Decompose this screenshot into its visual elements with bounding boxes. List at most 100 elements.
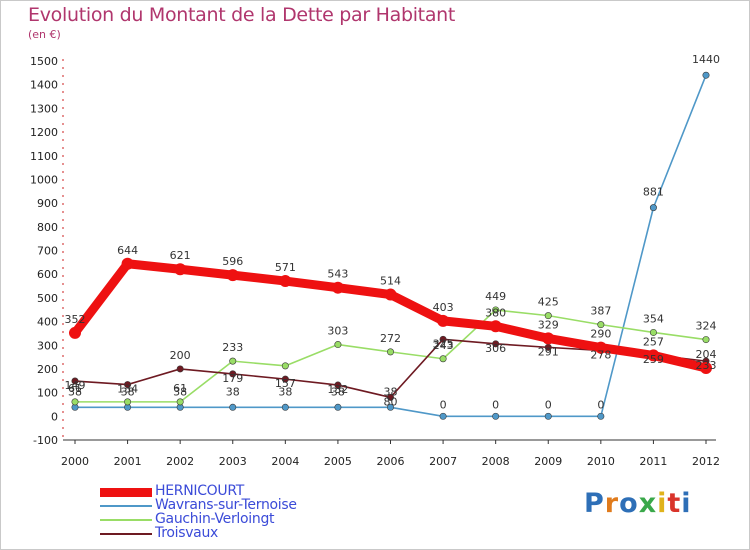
data-point <box>649 328 657 336</box>
data-point <box>700 361 712 374</box>
data-label: 80 <box>384 395 398 408</box>
data-label: 0 <box>440 398 447 411</box>
legend-label: Wavrans-sur-Ternoise <box>155 497 297 513</box>
data-point <box>702 71 710 79</box>
x-tick-label: 2007 <box>429 455 457 468</box>
data-label: 380 <box>485 306 506 319</box>
data-label: 134 <box>117 383 138 396</box>
data-label: 449 <box>485 290 506 303</box>
chart-title: Evolution du Montant de la Dette par Hab… <box>28 4 456 26</box>
data-point <box>386 348 394 356</box>
data-label: 543 <box>327 268 348 281</box>
legend-swatch <box>100 488 152 497</box>
data-label: 403 <box>433 301 454 314</box>
data-point <box>597 321 605 329</box>
data-point <box>649 204 657 212</box>
data-label: 644 <box>117 244 138 257</box>
legend-swatch <box>100 505 152 507</box>
logo-letter: i <box>681 488 692 519</box>
x-tick-label: 2002 <box>166 455 194 468</box>
data-label: 324 <box>696 320 717 333</box>
data-point <box>597 412 605 420</box>
data-label: 0 <box>545 398 552 411</box>
data-label: 61 <box>68 382 82 395</box>
data-label: 38 <box>173 385 187 398</box>
data-point <box>437 314 450 327</box>
data-point <box>439 355 447 363</box>
data-label: 61 <box>173 382 187 395</box>
y-tick-label: 800 <box>37 221 58 234</box>
y-tick-label: 1100 <box>30 150 58 163</box>
legend-label: HERNICOURT <box>155 483 245 499</box>
data-point <box>174 263 187 276</box>
x-tick-label: 2011 <box>639 455 667 468</box>
x-tick-label: 2008 <box>482 455 510 468</box>
data-point <box>124 381 132 389</box>
data-point <box>124 398 132 406</box>
y-tick-label: 1500 <box>30 55 58 68</box>
series-line-1 <box>74 74 707 418</box>
data-point <box>69 326 81 339</box>
proxiti-logo: Proxiti <box>584 488 692 519</box>
data-point <box>334 341 342 349</box>
data-label: 179 <box>222 372 243 385</box>
data-label: 306 <box>485 342 506 355</box>
data-point <box>439 412 447 420</box>
data-point <box>334 381 342 389</box>
data-point <box>384 288 397 301</box>
y-tick-label: 0 <box>51 410 58 423</box>
data-point <box>279 275 292 288</box>
data-point <box>386 403 394 411</box>
data-label: 272 <box>380 332 401 345</box>
y-tick-label: 1400 <box>30 79 58 92</box>
data-point <box>492 306 500 314</box>
legend-swatch <box>100 519 152 521</box>
data-label: 596 <box>222 255 243 268</box>
axes: -100010020030040050060070080090010001100… <box>30 55 720 468</box>
data-label: 233 <box>222 341 243 354</box>
data-point <box>647 349 660 362</box>
data-point <box>229 403 237 411</box>
data-label: 352 <box>65 313 86 326</box>
data-label: 1440 <box>692 53 720 66</box>
data-label: 259 <box>643 353 664 366</box>
y-tick-label: 200 <box>37 363 58 376</box>
x-tick-label: 2009 <box>534 455 562 468</box>
data-label: 387 <box>590 305 611 318</box>
data-point <box>229 357 237 365</box>
data-label: 257 <box>643 335 664 348</box>
logo-letter: t <box>667 488 682 519</box>
x-tick-label: 2004 <box>271 455 299 468</box>
legend-swatch <box>100 533 152 535</box>
legend-label: Gauchin-Verloingt <box>155 511 275 527</box>
data-point <box>542 332 555 345</box>
data-point <box>492 412 500 420</box>
x-tick-label: 2000 <box>61 455 89 468</box>
data-label: 0 <box>597 398 604 411</box>
logo-letter: x <box>638 488 658 519</box>
data-point <box>226 269 239 282</box>
x-tick-label: 2003 <box>219 455 247 468</box>
logo-letter: o <box>619 488 639 519</box>
legend-label: Troisvaux <box>155 525 219 541</box>
data-point <box>176 365 184 373</box>
data-label: 132 <box>327 383 348 396</box>
data-label: 514 <box>380 275 401 288</box>
data-label: 200 <box>170 349 191 362</box>
data-label: 38 <box>68 385 82 398</box>
data-point <box>702 336 710 344</box>
data-point <box>281 362 289 370</box>
data-label: 290 <box>590 328 611 341</box>
data-label: 0 <box>492 398 499 411</box>
data-point <box>121 257 134 270</box>
data-point <box>492 340 500 348</box>
data-label: 204 <box>696 348 717 361</box>
data-point <box>386 393 394 401</box>
data-point <box>544 312 552 320</box>
series-layer <box>69 71 712 420</box>
data-label: 278 <box>590 348 611 361</box>
data-label: 38 <box>331 385 345 398</box>
y-tick-label: 1000 <box>30 173 58 186</box>
